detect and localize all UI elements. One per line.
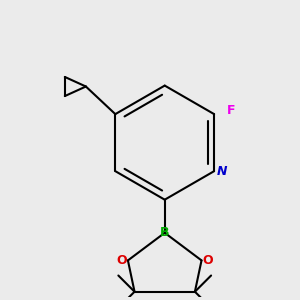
- Text: O: O: [203, 254, 214, 267]
- Text: O: O: [116, 254, 127, 267]
- Text: B: B: [160, 226, 169, 239]
- Text: N: N: [217, 165, 227, 178]
- Text: F: F: [227, 104, 236, 117]
